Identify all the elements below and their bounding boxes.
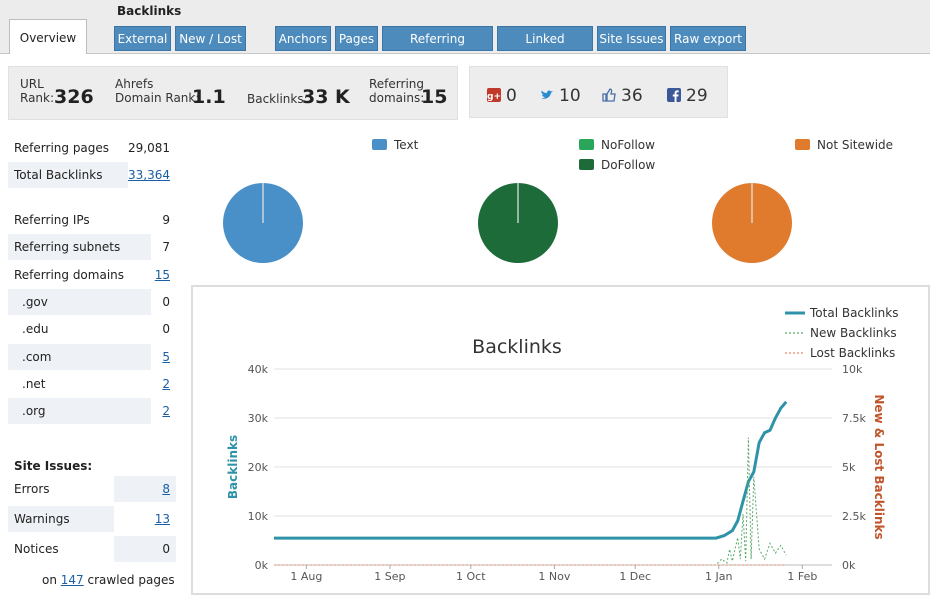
legend-label: Total Backlinks — [809, 306, 898, 320]
y2-tick-label: 2.5k — [842, 510, 866, 523]
social-stats-panel — [469, 66, 728, 118]
x-tick-label: 1 Feb — [787, 570, 817, 583]
y-tick-label: 20k — [248, 461, 269, 474]
table-row: Total Backlinks 33,364 — [8, 162, 176, 188]
google-plus-icon: g+ — [487, 86, 501, 102]
tab-site-issues[interactable]: Site Issues — [597, 26, 666, 51]
tab-raw-export[interactable]: Raw export — [670, 26, 746, 51]
y2-tick-label: 10k — [842, 363, 863, 376]
backlinks-value: 33 K — [302, 86, 350, 108]
y2-tick-label: 5k — [842, 461, 856, 474]
like-count: 36 — [621, 86, 643, 106]
legend-dofollow: DoFollow — [579, 158, 655, 172]
legend-swatch — [795, 139, 810, 150]
table-row: Referring IPs 9 — [14, 213, 170, 227]
facebook-stat: 29 — [667, 85, 708, 107]
tab-anchors[interactable]: Anchors — [275, 26, 331, 51]
y-tick-label: 0k — [255, 559, 269, 572]
series-line-total-backlinks — [274, 400, 788, 540]
site-issues-title: Site Issues: — [14, 459, 93, 473]
x-tick-label: 1 Sep — [374, 570, 405, 583]
like-icon — [602, 86, 616, 102]
org-domains-link[interactable]: 2 — [162, 404, 170, 418]
legend-not-sitewide: Not Sitewide — [795, 138, 893, 152]
like-stat: 36 — [602, 85, 643, 107]
table-row: Warnings 13 — [8, 506, 176, 532]
pie-sitewide-links — [712, 183, 792, 263]
tab-linked-domains[interactable]: Linked Domains — [497, 26, 593, 71]
y2-axis-label: New & Lost Backlinks — [872, 394, 886, 539]
rank-stats-panel — [8, 66, 458, 120]
errors-link[interactable]: 8 — [162, 482, 170, 496]
com-domains-link[interactable]: 5 — [162, 350, 170, 364]
legend-swatch — [579, 159, 594, 170]
legend-label: New Backlinks — [810, 326, 897, 340]
backlinks-chart-panel: Backlinks 0k 10k 20k 30k 40k 0k 2.5k 5k 7.5k 10k 1 … — [191, 285, 930, 595]
tab-new-lost[interactable]: New / Lost — [175, 26, 246, 51]
y-tick-label: 10k — [248, 510, 269, 523]
section-title: Backlinks — [117, 4, 182, 18]
google-plus-count: 0 — [506, 86, 517, 106]
tab-external[interactable]: External — [114, 26, 171, 51]
y2-tick-label: 7.5k — [842, 412, 866, 425]
table-row: Errors 8 — [8, 476, 176, 502]
pie-follow-links — [478, 183, 558, 263]
backlinks-label: Backlinks: — [247, 92, 308, 106]
referring-domains-label: Referring domains: — [369, 77, 425, 105]
url-rank-value: 326 — [54, 86, 94, 108]
crawled-pages-link[interactable]: 147 — [60, 573, 84, 587]
table-row: .edu 0 — [22, 322, 170, 336]
twitter-stat: 10 — [540, 85, 581, 107]
y-tick-label: 40k — [248, 363, 269, 376]
referring-domains-value: 15 — [421, 86, 448, 108]
referring-domains-link[interactable]: 15 — [154, 268, 170, 282]
twitter-icon — [540, 86, 554, 100]
legend-swatch — [372, 139, 387, 150]
x-tick-label: 1 Nov — [538, 570, 570, 583]
table-row: .gov 0 — [8, 289, 176, 315]
facebook-count: 29 — [686, 86, 708, 106]
table-row: Notices 0 — [8, 536, 176, 562]
net-domains-link[interactable]: 2 — [162, 377, 170, 391]
google-plus-stat: g+ 0 — [487, 85, 517, 107]
table-row: Referring pages 29,081 — [14, 141, 170, 155]
x-tick-label: 1 Aug — [290, 570, 322, 583]
url-rank-label: URL Rank: — [20, 77, 55, 105]
legend-nofollow: NoFollow — [579, 138, 655, 152]
chart-title: Backlinks — [472, 336, 562, 358]
legend-label: Lost Backlinks — [810, 346, 895, 360]
table-row: .net 2 — [22, 377, 170, 391]
facebook-icon — [667, 86, 681, 102]
y-tick-label: 30k — [248, 412, 269, 425]
domain-rank-value: 1.1 — [192, 86, 226, 108]
table-row: .org 2 — [8, 398, 176, 424]
legend-text: Text — [372, 138, 418, 152]
twitter-count: 10 — [559, 86, 581, 106]
legend-swatch — [579, 139, 594, 150]
tab-referring-domains[interactable]: Referring Domains — [382, 26, 493, 71]
y-axis-label: Backlinks — [226, 435, 240, 499]
domain-rank-label: Ahrefs Domain Rank: — [115, 77, 200, 105]
tab-overview[interactable]: Overview — [9, 19, 87, 54]
series-line-new-backlinks — [274, 437, 787, 566]
tab-pages[interactable]: Pages — [335, 26, 378, 51]
crawled-pages-note: on 147 crawled pages — [42, 573, 175, 587]
table-row: Referring subnets 7 — [8, 234, 176, 260]
total-backlinks-link[interactable]: 33,364 — [128, 168, 170, 182]
x-tick-label: 1 Dec — [619, 570, 651, 583]
backlinks-chart: Backlinks 0k 10k 20k 30k 40k 0k 2.5k 5k 7.5k 10k 1 … — [226, 306, 898, 583]
y2-tick-label: 0k — [842, 559, 856, 572]
x-tick-label: 1 Jan — [705, 570, 732, 583]
svg-text:g+: g+ — [487, 92, 501, 102]
table-row: Referring domains 15 — [14, 268, 170, 282]
top-tab-bar: Backlinks Overview External New / Lost A… — [0, 0, 930, 71]
warnings-link[interactable]: 13 — [154, 512, 170, 526]
x-tick-label: 1 Oct — [456, 570, 486, 583]
pie-text-links — [223, 183, 303, 263]
table-row: .com 5 — [8, 344, 176, 370]
